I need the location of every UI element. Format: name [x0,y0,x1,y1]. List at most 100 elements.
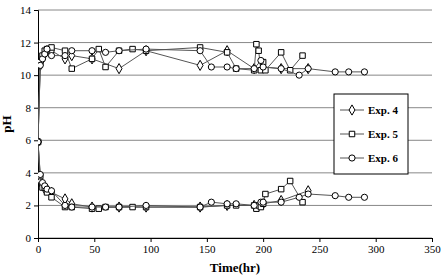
marker [48,53,54,59]
marker [305,64,311,74]
marker [332,69,338,75]
series-line [38,142,364,207]
tick: 100 [143,238,160,255]
marker [143,202,149,208]
marker [143,46,149,52]
marker [224,50,229,55]
marker [143,202,149,212]
marker [233,201,239,207]
marker [224,201,230,207]
tick-label: 50 [89,243,101,255]
marker [116,64,122,74]
tick: 4 [26,167,39,179]
marker [208,199,214,205]
plot: 05010015020025030035002468101214Exp. 4Ex… [20,4,441,255]
tick: 250 [312,238,329,255]
marker [130,204,135,209]
tick-mark [319,238,320,242]
tick-mark [151,238,152,242]
markers [38,46,368,145]
marker [38,137,41,147]
legend-label: Exp. 6 [368,152,398,164]
marker [102,49,108,55]
x-axis: 0 50 100 150 200 250 300 350 [36,238,442,255]
marker [224,200,230,210]
marker [296,194,302,200]
tick-label: 250 [312,243,329,255]
marker [260,64,266,70]
marker [251,66,257,72]
marker [346,69,352,75]
tick-mark [34,43,38,44]
tick-label: 0 [26,232,32,244]
tick-mark [376,238,377,242]
marker [361,69,367,75]
tick: 12 [20,37,38,49]
legend-label: Exp. 5 [368,128,398,140]
tick: 200 [255,238,272,255]
marker [256,48,261,53]
axis-line [39,239,433,243]
marker [38,139,41,145]
marker [233,66,239,72]
series-line [38,142,308,207]
marker [197,48,203,54]
tick: 10 [20,69,38,81]
marker [103,64,108,69]
marker [69,204,74,209]
tick: 14 [20,4,38,16]
grid-line [38,10,432,11]
tick: 0 [26,232,39,244]
tick-label: 350 [424,243,441,255]
data-area [38,41,368,212]
tick-mark [207,238,208,242]
tick-label: 150 [199,243,216,255]
marker [38,139,41,145]
marker [44,46,50,52]
tick-mark [94,238,95,242]
legend-marker [349,105,355,115]
chart: 05010015020025030035002468101214Exp. 4Ex… [0,0,446,278]
marker [116,204,121,209]
legend: Exp. 4Exp. 5Exp. 6 [334,94,408,174]
marker [278,66,284,72]
marker [278,50,283,55]
tick-label: 6 [26,134,32,146]
tick-mark [34,108,38,109]
marker [69,204,75,210]
tick-label: 4 [26,167,32,179]
x-axis-title: Time(hr) [210,260,260,275]
marker [305,191,311,197]
tick: 300 [368,238,385,255]
marker [197,202,203,212]
marker [69,48,75,54]
marker [251,203,256,208]
marker [38,137,41,147]
marker [197,204,202,209]
marker [69,66,74,71]
marker [62,53,68,59]
tick-label: 2 [26,199,32,211]
tick-label: 0 [36,243,42,255]
axis-line [34,11,39,239]
series-line [38,51,308,142]
y-axis: 02468101214 [20,4,39,244]
legend-box [334,94,408,174]
marker [89,56,94,61]
marker [89,48,95,54]
marker [300,53,305,58]
marker [102,204,108,210]
markers [38,137,311,212]
marker [48,188,54,194]
legend-item: Exp. 5 [340,128,398,140]
tick: 2 [26,199,39,211]
marker [62,202,68,208]
tick: 50 [89,238,101,255]
tick-mark [34,173,38,174]
marker [305,66,311,72]
marker [38,139,41,144]
marker [38,171,43,177]
y-axis-title: pH [0,115,14,132]
series-line [38,49,364,142]
marker [89,202,95,212]
